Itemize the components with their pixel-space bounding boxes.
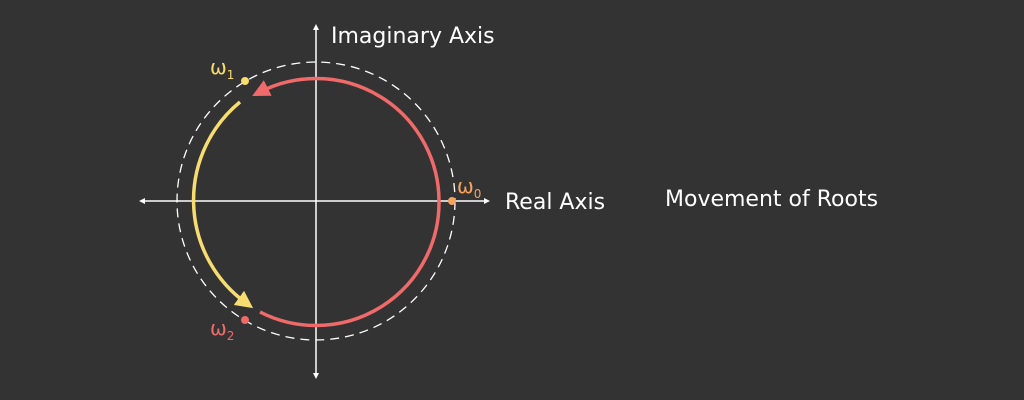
omega2-label: ω2: [210, 316, 234, 343]
omega2-point: [241, 316, 249, 324]
real-axis-label: Real Axis: [505, 190, 605, 215]
imaginary-axis-label: Imaginary Axis: [331, 24, 495, 49]
red-arc-bottom: [259, 200, 441, 328]
omega0-point: [448, 197, 456, 205]
diagram-title: Movement of Roots: [665, 187, 878, 212]
red-arc-top: [252, 76, 441, 202]
omega1-point: [241, 77, 249, 85]
omega1-label: ω1: [210, 55, 234, 82]
yellow-arc: [191, 100, 254, 309]
omega0-label: ω0: [457, 174, 481, 201]
